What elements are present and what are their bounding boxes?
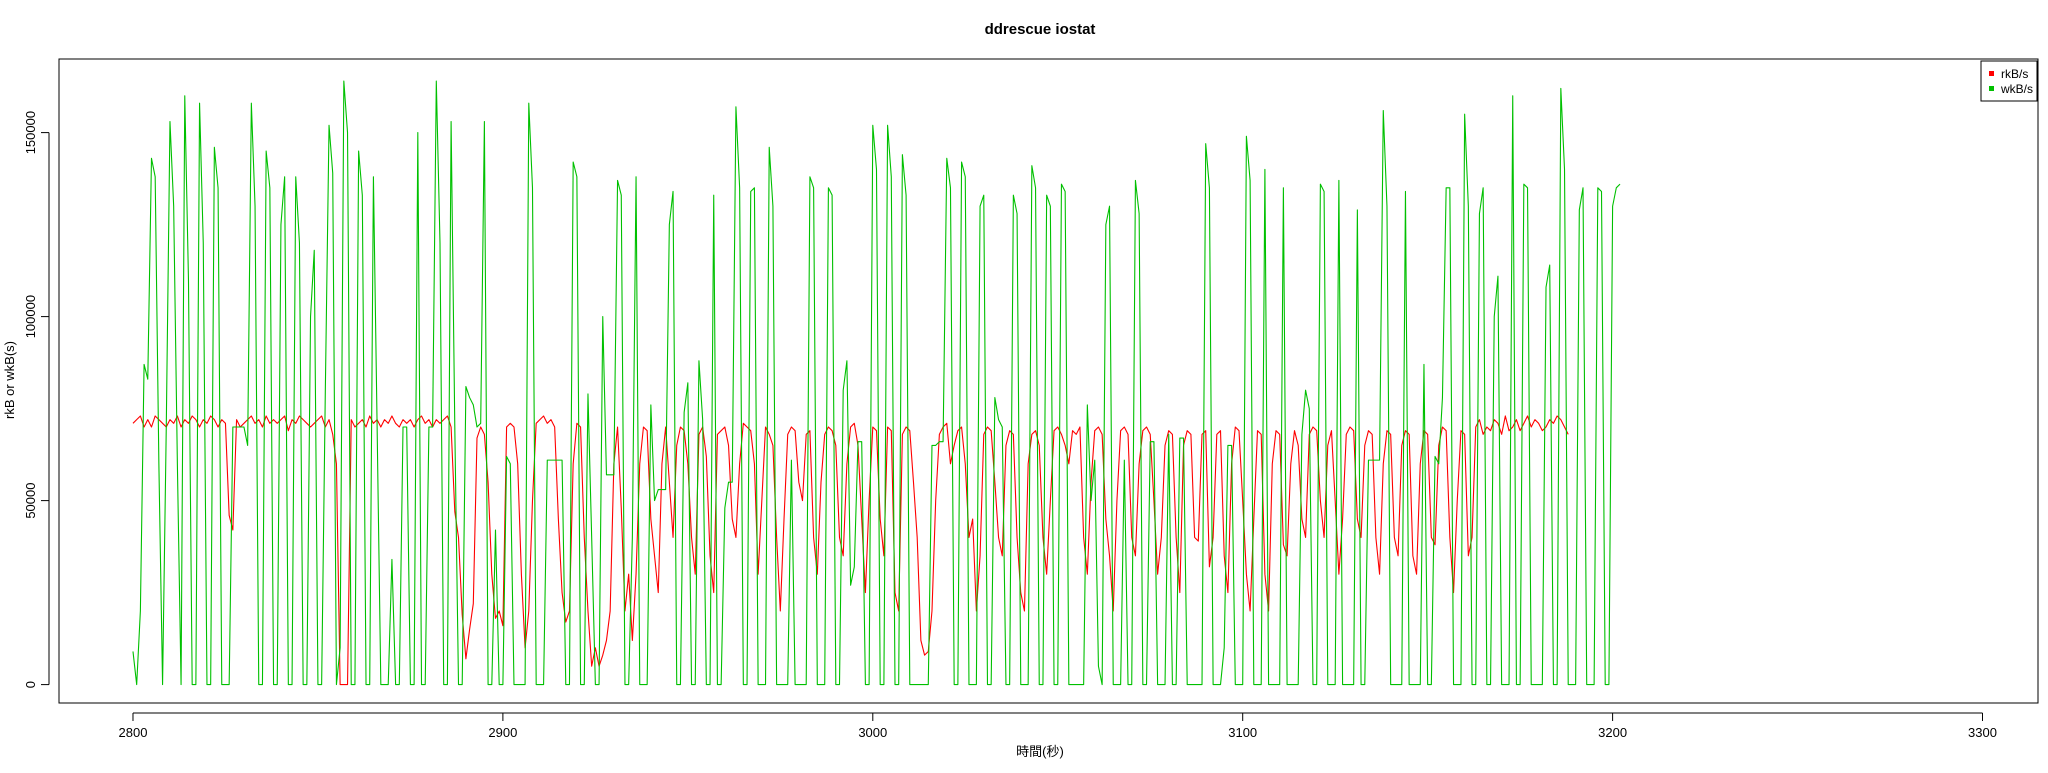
- legend-swatch-wkb: [1989, 86, 1994, 91]
- x-tick-label: 3200: [1598, 725, 1627, 740]
- y-tick-label: 0: [23, 681, 38, 688]
- legend-label-rkb: rkB/s: [2001, 67, 2028, 81]
- chart-title: ddrescue iostat: [985, 21, 1096, 38]
- y-axis: 0 50000 100000 150000: [23, 111, 50, 688]
- legend-label-wkb: wkB/s: [2000, 82, 2033, 96]
- x-axis-title: 時間(秒): [1016, 744, 1064, 759]
- plot-area-frame: [58, 58, 2039, 704]
- series-layer: [132, 80, 1621, 686]
- y-tick-label: 100000: [23, 295, 38, 338]
- series-line-wkb: [132, 80, 1621, 686]
- x-tick-label: 3100: [1228, 725, 1257, 740]
- legend-swatch-rkb: [1989, 71, 1994, 76]
- y-tick-label: 150000: [23, 111, 38, 154]
- legend-box: [1980, 60, 2038, 102]
- y-tick-label: 50000: [23, 483, 38, 519]
- x-axis: 2800 2900 3000 3100 3200 3300: [119, 712, 1997, 740]
- x-tick-label: 3000: [858, 725, 887, 740]
- legend: rkB/s wkB/s: [1980, 60, 2038, 102]
- x-tick-label: 3300: [1968, 725, 1997, 740]
- x-tick-label: 2900: [488, 725, 517, 740]
- y-axis-title: rkB or wkB(s): [2, 341, 17, 419]
- x-tick-label: 2800: [119, 725, 148, 740]
